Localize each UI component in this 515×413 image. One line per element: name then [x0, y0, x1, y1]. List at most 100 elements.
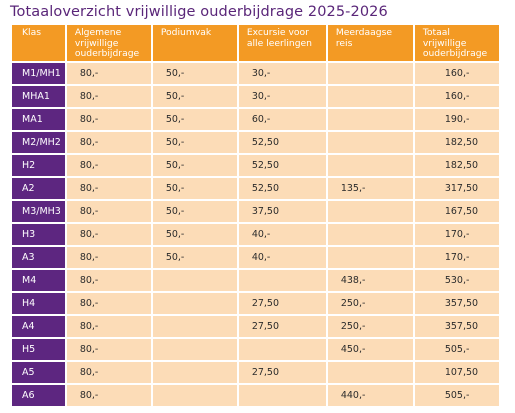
cell-podiumvak: 50,- — [152, 63, 237, 84]
table-row: A3 80,- 50,- 40,- 170,- — [12, 247, 499, 268]
cell-excursie: 40,- — [238, 224, 326, 245]
cell-excursie — [238, 339, 326, 360]
cell-meerdaagse-reis — [327, 224, 413, 245]
cell-excursie: 30,- — [238, 86, 326, 107]
cell-klas: H3 — [12, 224, 65, 245]
cell-klas: A2 — [12, 178, 65, 199]
cell-meerdaagse-reis — [327, 132, 413, 153]
cell-algemene: 80,- — [66, 224, 151, 245]
header-algemene: Algemene vrijwillige ouderbijdrage — [66, 25, 151, 61]
cell-algemene: 80,- — [66, 201, 151, 222]
cell-podiumvak — [152, 270, 237, 291]
table-row: A2 80,- 50,- 52,50 135,- 317,50 — [12, 178, 499, 199]
cell-totaal: 357,50 — [414, 293, 499, 314]
cell-excursie: 27,50 — [238, 293, 326, 314]
header-meerdaagse-reis: Meerdaagse reis — [327, 25, 413, 61]
cell-klas: MHA1 — [12, 86, 65, 107]
cell-algemene: 80,- — [66, 293, 151, 314]
cell-meerdaagse-reis: 450,- — [327, 339, 413, 360]
cell-klas: M4 — [12, 270, 65, 291]
table-row: MHA1 80,- 50,- 30,- 160,- — [12, 86, 499, 107]
cell-podiumvak: 50,- — [152, 132, 237, 153]
table-body: M1/MH1 80,- 50,- 30,- 160,- MHA1 80,- 50,- 30,- 1… — [12, 63, 499, 406]
cell-excursie: 30,- — [238, 63, 326, 84]
cell-algemene: 80,- — [66, 109, 151, 130]
cell-totaal: 317,50 — [414, 178, 499, 199]
cell-podiumvak — [152, 316, 237, 337]
cell-algemene: 80,- — [66, 86, 151, 107]
cell-podiumvak — [152, 339, 237, 360]
cell-algemene: 80,- — [66, 362, 151, 383]
table-header-row: Klas Algemene vrijwillige ouderbijdrage Podi… — [12, 25, 499, 61]
cell-algemene: 80,- — [66, 63, 151, 84]
table-row: M1/MH1 80,- 50,- 30,- 160,- — [12, 63, 499, 84]
cell-klas: H5 — [12, 339, 65, 360]
cell-meerdaagse-reis — [327, 155, 413, 176]
cell-excursie: 40,- — [238, 247, 326, 268]
cell-algemene: 80,- — [66, 316, 151, 337]
cell-klas: A4 — [12, 316, 65, 337]
cell-meerdaagse-reis — [327, 201, 413, 222]
cell-meerdaagse-reis — [327, 247, 413, 268]
cell-algemene: 80,- — [66, 155, 151, 176]
cell-podiumvak: 50,- — [152, 86, 237, 107]
header-line: alle leerlingen — [246, 37, 313, 49]
cell-klas: MA1 — [12, 109, 65, 130]
cell-totaal: 182,50 — [414, 132, 499, 153]
cell-totaal: 182,50 — [414, 155, 499, 176]
cell-meerdaagse-reis — [327, 86, 413, 107]
cell-excursie: 27,50 — [238, 316, 326, 337]
cell-klas: H2 — [12, 155, 65, 176]
cell-klas: A5 — [12, 362, 65, 383]
cell-totaal: 107,50 — [414, 362, 499, 383]
header-line: Meerdaagse — [335, 27, 393, 38]
cell-meerdaagse-reis: 438,- — [327, 270, 413, 291]
table-row: M3/MH3 80,- 50,- 37,50 167,50 — [12, 201, 499, 222]
cell-podiumvak: 50,- — [152, 201, 237, 222]
cell-podiumvak: 50,- — [152, 247, 237, 268]
cell-algemene: 80,- — [66, 339, 151, 360]
table-row: M2/MH2 80,- 50,- 52,50 182,50 — [12, 132, 499, 153]
header-line: Totaal — [422, 27, 450, 38]
cell-klas: H4 — [12, 293, 65, 314]
header-line: Algemene — [74, 27, 122, 38]
cell-klas: M3/MH3 — [12, 201, 65, 222]
cell-podiumvak: 50,- — [152, 155, 237, 176]
header-line: vrijwillige — [74, 37, 119, 49]
cell-totaal: 170,- — [414, 247, 499, 268]
header-line: ouderbijdrage — [422, 48, 488, 59]
contribution-table: Klas Algemene vrijwillige ouderbijdrage Podi… — [10, 23, 501, 408]
cell-excursie: 52,50 — [238, 178, 326, 199]
cell-podiumvak: 50,- — [152, 178, 237, 199]
table-row: H2 80,- 50,- 52,50 182,50 — [12, 155, 499, 176]
header-excursie: Excursie voor alle leerlingen — [238, 25, 326, 61]
cell-meerdaagse-reis: 250,- — [327, 293, 413, 314]
cell-totaal: 170,- — [414, 224, 499, 245]
header-totaal: Totaal vrijwillige ouderbijdrage — [414, 25, 499, 61]
cell-klas: A3 — [12, 247, 65, 268]
cell-totaal: 160,- — [414, 63, 499, 84]
cell-meerdaagse-reis — [327, 63, 413, 84]
table-row: MA1 80,- 50,- 60,- 190,- — [12, 109, 499, 130]
header-klas: Klas — [12, 25, 65, 61]
cell-totaal: 190,- — [414, 109, 499, 130]
cell-meerdaagse-reis — [327, 362, 413, 383]
header-line: ouderbijdrage — [74, 48, 140, 59]
cell-excursie: 52,50 — [238, 155, 326, 176]
cell-podiumvak: 50,- — [152, 109, 237, 130]
cell-meerdaagse-reis: 135,- — [327, 178, 413, 199]
table-row: H3 80,- 50,- 40,- 170,- — [12, 224, 499, 245]
cell-meerdaagse-reis — [327, 109, 413, 130]
cell-algemene: 80,- — [66, 247, 151, 268]
cell-meerdaagse-reis: 250,- — [327, 316, 413, 337]
cell-totaal: 160,- — [414, 86, 499, 107]
cell-algemene: 80,- — [66, 385, 151, 406]
cell-podiumvak: 50,- — [152, 224, 237, 245]
cell-excursie — [238, 385, 326, 406]
cell-klas: A6 — [12, 385, 65, 406]
table-row: A5 80,- 27,50 107,50 — [12, 362, 499, 383]
header-line: Excursie voor — [246, 27, 309, 38]
cell-totaal: 530,- — [414, 270, 499, 291]
cell-totaal: 357,50 — [414, 316, 499, 337]
cell-excursie: 27,50 — [238, 362, 326, 383]
